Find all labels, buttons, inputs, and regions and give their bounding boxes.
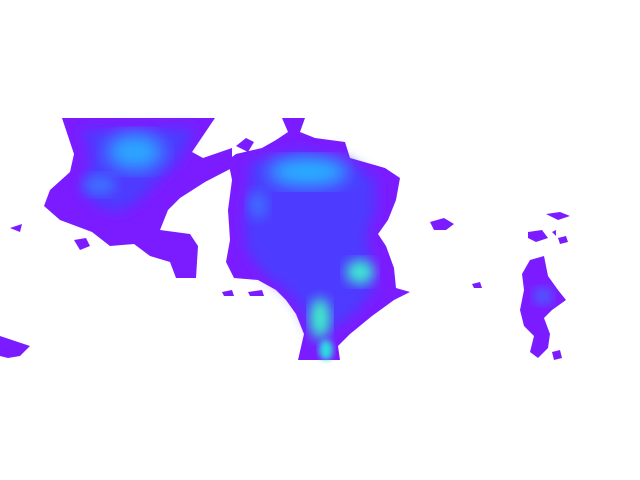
patch-island-4 (528, 230, 548, 242)
scattered-patches (0, 138, 570, 360)
patch-island-3 (546, 212, 570, 220)
region-west (44, 118, 232, 278)
patch-far-west (0, 336, 30, 358)
region-east (520, 256, 566, 358)
region-central (226, 118, 410, 360)
region-central-hotspot-south-2 (319, 340, 333, 360)
region-west-hotspot (107, 134, 163, 170)
patch-island-6 (558, 236, 568, 244)
region-east-hotspot (534, 288, 552, 304)
patch-north-mid (236, 138, 254, 152)
region-central-hotspot-east (346, 260, 374, 284)
region-central-hotspot-south (310, 298, 330, 338)
region-central-mid (244, 150, 376, 350)
patch-west-small (74, 238, 90, 250)
patch-island-1 (430, 218, 454, 230)
region-central-hotspot-north (268, 158, 348, 186)
region-central-spot-west (248, 191, 268, 219)
patch-island-7 (552, 350, 562, 360)
region-east-base (520, 256, 566, 358)
patch-island-5 (552, 230, 556, 236)
region-west-hotspot-2 (84, 175, 116, 195)
patch-sea-2 (248, 290, 264, 296)
patch-west-dot (10, 224, 22, 232)
patch-island-2 (472, 282, 482, 288)
patch-sea-1 (222, 290, 234, 296)
